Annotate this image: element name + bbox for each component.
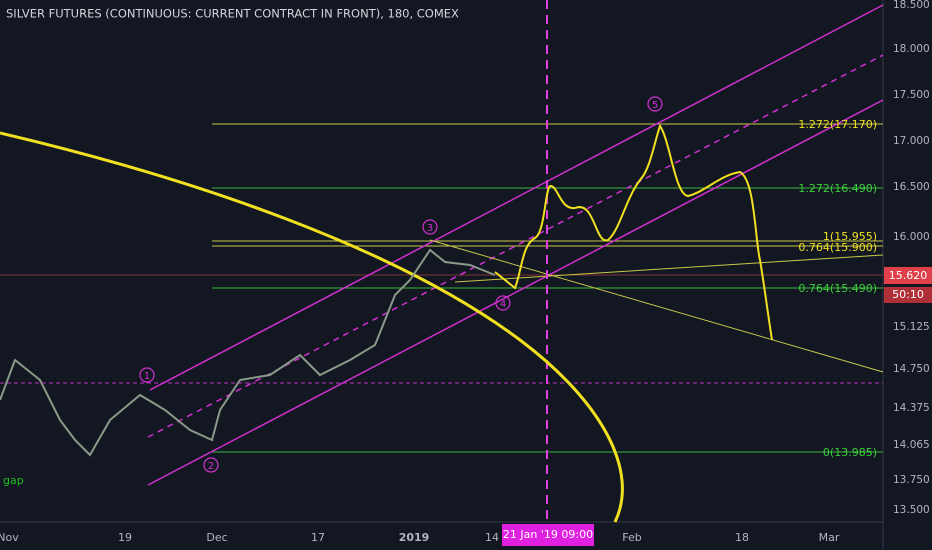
- price-tick-label: 14.065: [893, 439, 930, 451]
- wave-label: 4: [500, 299, 506, 310]
- price-tick-label: 18.500: [893, 0, 930, 11]
- time-tick-label: 14: [485, 531, 499, 544]
- price-tick-label: 17.500: [893, 89, 930, 101]
- price-line: [0, 248, 496, 457]
- wave-label: 2: [208, 461, 214, 472]
- arc: [0, 131, 624, 523]
- countdown-box: [884, 287, 932, 303]
- time-tick-label: 18: [735, 531, 749, 544]
- price-tick-label: 15.125: [893, 321, 930, 333]
- fib-label: 0(13.985): [823, 446, 877, 459]
- wave-marker: [139, 367, 155, 383]
- time-tick-label: 19: [118, 531, 132, 544]
- fib-label: 0.764(15.490): [798, 282, 877, 295]
- price-tick-label: 16.500: [893, 181, 930, 193]
- wave-label: 1: [144, 371, 150, 382]
- time-tick-label: Nov: [0, 531, 19, 544]
- fib-label: 1.272(17.170): [798, 118, 877, 131]
- fib-label: 1(15.955): [823, 230, 877, 243]
- price-tick-label: 14.750: [893, 363, 930, 375]
- time-tick-label: 2019: [399, 531, 430, 544]
- gap-label: gap: [3, 474, 24, 487]
- current-price: 15.620: [889, 269, 928, 282]
- trend-line: [454, 254, 884, 283]
- projection: [494, 123, 773, 341]
- price-tick-label: 13.750: [893, 474, 930, 486]
- time-tick-label: 17: [311, 531, 325, 544]
- price-tick-label: 17.000: [893, 135, 930, 147]
- price-tick-label: 18.000: [893, 43, 930, 55]
- countdown: 50:10: [892, 288, 924, 301]
- price-tick-label: 14.375: [893, 402, 930, 414]
- fib-label: 0.764(15.900): [798, 241, 877, 254]
- channel-lower: [147, 99, 884, 486]
- wave-label: 5: [652, 100, 658, 111]
- price-tick-label: 16.000: [893, 231, 930, 243]
- fib-label: 1.272(16.490): [798, 182, 877, 195]
- time-tick-label: Dec: [206, 531, 227, 544]
- trend-line: [429, 239, 884, 373]
- wave-marker: [647, 96, 663, 112]
- current-price-box: [884, 267, 932, 284]
- price-tick-label: 13.500: [893, 504, 930, 516]
- cursor-time: 21 Jan '19 09:00: [503, 528, 593, 541]
- wave-marker: [495, 295, 511, 311]
- cursor-time-box: [502, 524, 594, 546]
- chart-title: SILVER FUTURES (CONTINUOUS: CURRENT CONT…: [6, 7, 459, 21]
- time-tick-label: Mar: [819, 531, 840, 544]
- wave-label: 3: [427, 223, 433, 234]
- wave-marker: [203, 457, 219, 473]
- wave-marker: [422, 219, 438, 235]
- channel-upper: [149, 4, 884, 391]
- time-tick-label: Feb: [622, 531, 641, 544]
